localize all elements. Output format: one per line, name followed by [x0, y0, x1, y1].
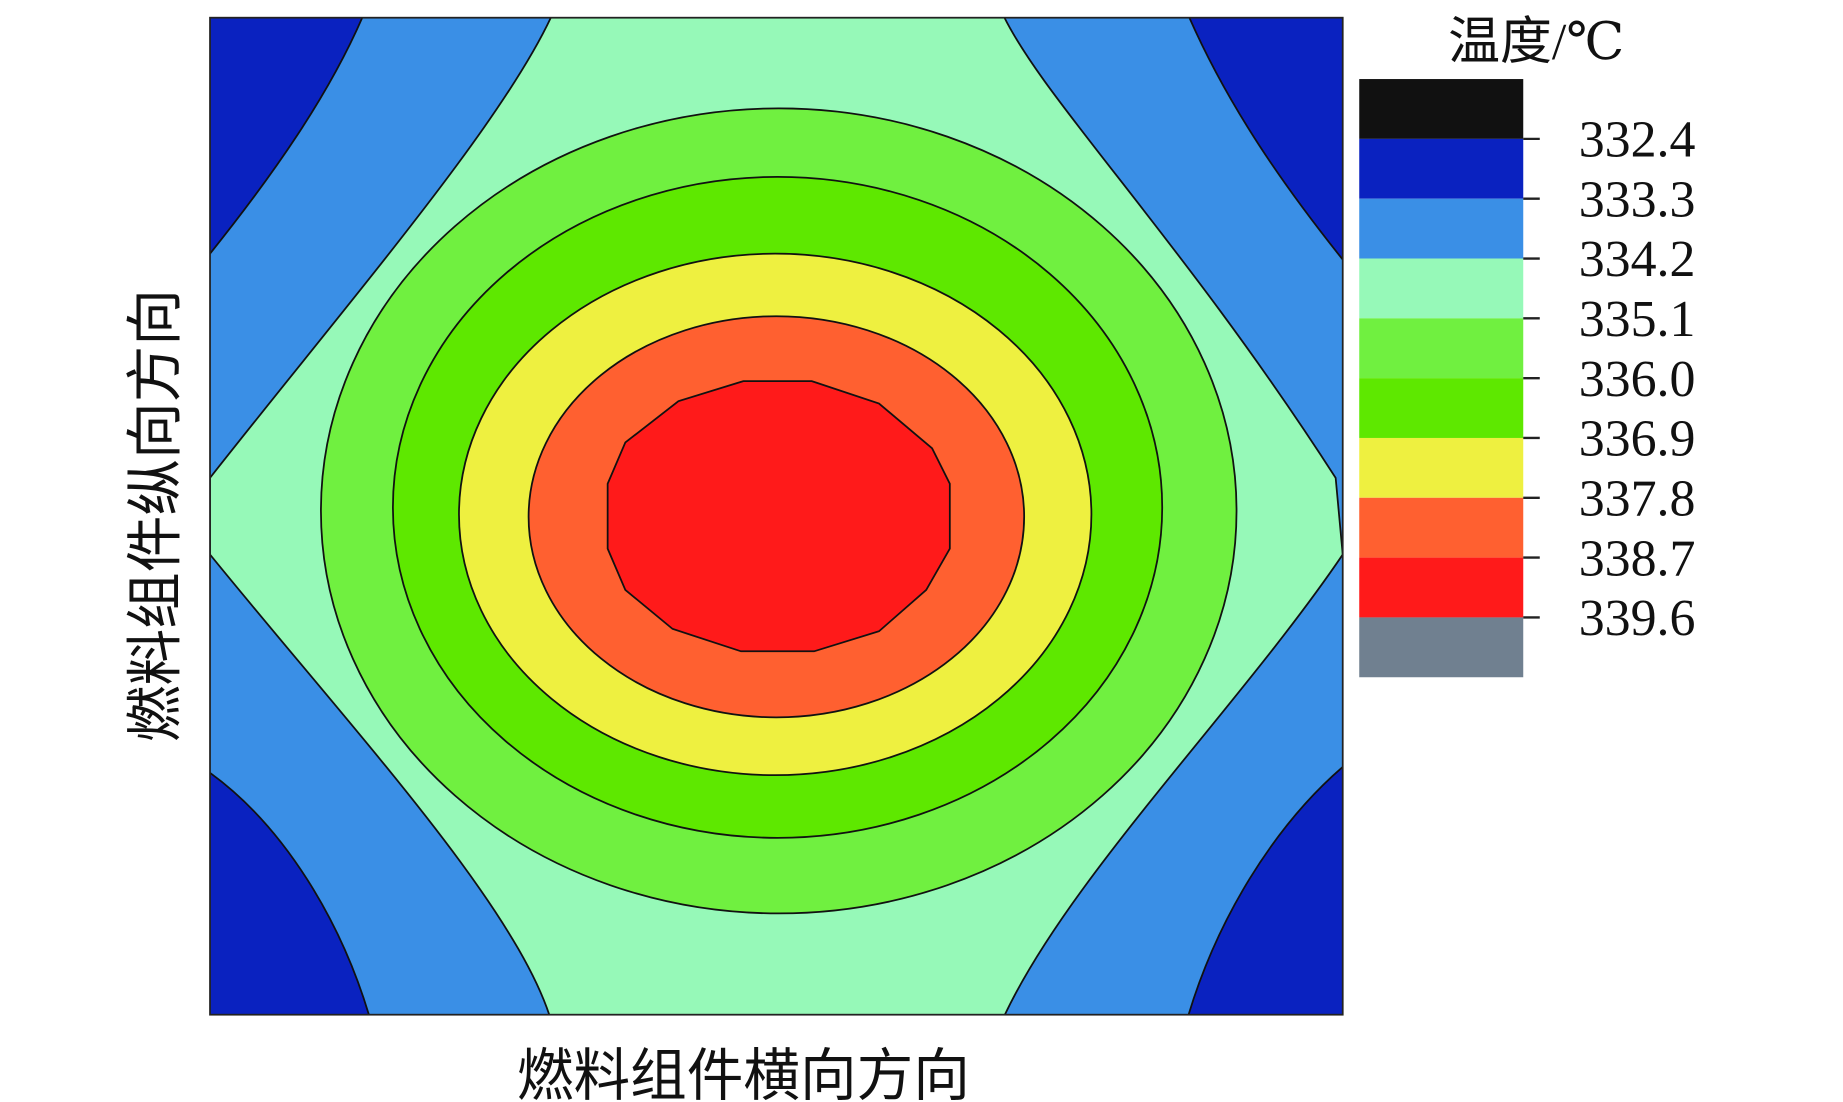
colorbar-tick-label: 334.2: [1579, 231, 1696, 288]
plot-frame: [209, 16, 1344, 1016]
colorbar-band: [1359, 318, 1524, 379]
colorbar-band: [1359, 79, 1524, 139]
x-axis-label: 燃料组件横向方向: [517, 1046, 970, 1102]
colorbar-tick-label: 336.9: [1579, 411, 1696, 468]
colorbar-band: [1359, 378, 1524, 438]
contour-region: [606, 380, 951, 653]
contour-region: [210, 771, 370, 1015]
colorbar-tick-label: 336.0: [1579, 351, 1696, 408]
contour-region: [1187, 766, 1343, 1015]
colorbar-band: [1359, 437, 1524, 498]
colorbar-tick-label: 335.1: [1579, 291, 1696, 348]
colorbar-tick-label: 332.4: [1579, 112, 1696, 169]
colorbar-title: 温度/℃: [1448, 14, 1624, 71]
contour-region: [1188, 17, 1343, 261]
colorbar-tick-label: 337.8: [1579, 470, 1696, 527]
colorbar-band: [1359, 497, 1524, 558]
colorbar-band: [1359, 258, 1524, 319]
colorbar-band: [1359, 198, 1524, 259]
y-axis-label: 燃料组件纵向方向: [126, 289, 188, 742]
colorbar-tick-label: 333.3: [1579, 171, 1696, 228]
contour-region: [210, 17, 364, 255]
colorbar-tick-label: 338.7: [1579, 530, 1696, 587]
colorbar-band: [1359, 138, 1524, 199]
colorbar-tick-label: 339.6: [1579, 590, 1696, 647]
colorbar-band: [1359, 617, 1524, 678]
colorbar: 332.4333.3334.2335.1336.0336.9337.8338.7…: [1359, 79, 1696, 678]
contour-plot: [210, 17, 1343, 1015]
colorbar-band: [1359, 557, 1524, 618]
